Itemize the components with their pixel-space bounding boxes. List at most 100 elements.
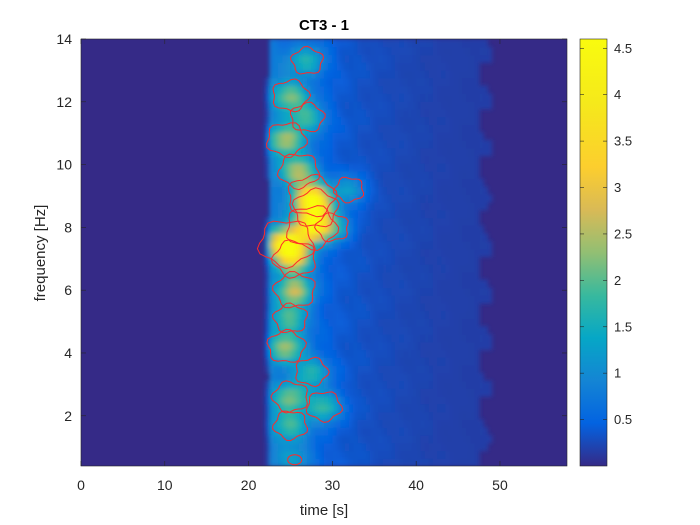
heatmap-cell [290,310,296,320]
heatmap-cell [298,85,304,94]
heatmap-cell [340,419,346,428]
heatmap-cell [298,264,304,273]
heatmap-cell [424,77,430,87]
heatmap-cell [353,256,359,265]
heatmap-cell [349,326,354,335]
heatmap-cell [403,419,409,428]
heatmap-cell [424,256,430,265]
heatmap-cell [294,163,300,172]
heatmap-cell [265,349,271,358]
heatmap-cell [399,147,405,157]
heatmap-cell [428,310,434,320]
heatmap-cell [416,388,421,397]
heatmap-cell [411,256,417,265]
heatmap-cell [474,334,480,343]
heatmap-cell [479,46,484,56]
heatmap-cell [328,209,333,219]
heatmap-cell [395,295,401,304]
heatmap-cell [395,139,401,149]
heatmap-cell [399,209,405,219]
heatmap-cell [391,264,396,273]
heatmap-cell [273,132,279,141]
heatmap-cell [407,170,413,180]
heatmap-cell [324,326,329,335]
heatmap-cell [353,93,359,102]
heatmap-cell [286,411,292,421]
heatmap-cell [399,396,405,405]
heatmap-cell [445,225,451,234]
heatmap-cell [332,279,338,289]
heatmap-cell [357,403,363,413]
heatmap-cell [307,302,313,312]
heatmap-cell [361,233,367,242]
heatmap-cell [361,295,367,304]
heatmap-cell [416,209,421,219]
heatmap-cell [432,287,438,296]
heatmap-cell [378,54,384,63]
heatmap-cell [286,349,292,358]
heatmap-cell [365,411,371,421]
heatmap-cell [269,209,275,219]
heatmap-cell [399,334,405,343]
heatmap-cell [445,411,451,421]
heatmap-cell [286,318,292,327]
heatmap-cell [336,248,342,257]
heatmap-cell [357,349,363,358]
heatmap-cell [407,279,413,289]
heatmap-cell [332,163,338,172]
heatmap-cell [483,388,488,397]
heatmap-cell [382,334,388,343]
heatmap-cell [470,178,476,188]
heatmap-cell [294,132,300,141]
heatmap-cell [424,326,430,335]
heatmap-cell [416,163,421,172]
heatmap-cell [483,334,488,343]
heatmap-cell [361,240,367,250]
heatmap-cell [370,434,375,444]
heatmap-cell [462,318,468,327]
heatmap-cell [395,39,401,48]
heatmap-cell [453,233,459,242]
heatmap-cell [416,403,421,413]
heatmap-cell [340,108,346,118]
heatmap-cell [449,271,455,281]
heatmap-cell [365,124,371,133]
heatmap-cell [277,357,283,366]
heatmap-cell [340,39,346,48]
heatmap-cell [474,427,480,436]
heatmap-cell [424,442,430,452]
heatmap-cell [361,132,367,141]
heatmap-cell [391,225,396,234]
heatmap-cell [420,225,426,234]
heatmap-cell [420,155,426,164]
heatmap-cell [265,225,271,234]
heatmap-cell [432,62,438,71]
heatmap-cell [307,411,313,421]
heatmap-cell [315,139,321,149]
heatmap-cell [273,178,279,188]
heatmap-cell [277,77,283,87]
heatmap-cell [277,388,283,397]
heatmap-cell [357,334,363,343]
heatmap-cell [340,310,346,320]
heatmap-cell [374,62,380,71]
heatmap-cell [374,442,380,452]
heatmap-cell [428,139,434,149]
heatmap-cell [462,388,468,397]
heatmap-cell [432,279,438,289]
heatmap-cell [424,349,430,358]
heatmap-cell [391,178,396,188]
heatmap-cell [386,170,392,180]
heatmap-cell [403,326,409,335]
heatmap-cell [437,458,442,466]
heatmap-cell [428,124,434,133]
heatmap-cell [298,54,304,63]
heatmap-cell [349,458,354,466]
heatmap-cell [453,217,459,226]
heatmap-cell [324,271,329,281]
heatmap-cell [411,411,417,421]
heatmap-cell [344,295,350,304]
heatmap-cell [315,54,321,63]
heatmap-cell [277,163,283,172]
heatmap-cell [319,178,325,188]
